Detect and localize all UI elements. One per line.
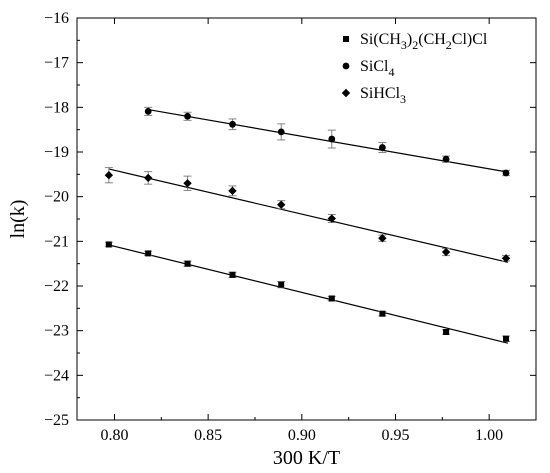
data-point-square — [379, 310, 386, 317]
x-tick-label: 0.95 — [381, 427, 409, 444]
data-point-diamond — [501, 254, 511, 263]
data-point-circle — [277, 128, 285, 136]
legend-marker-diamond — [341, 88, 351, 98]
data-point-square — [229, 271, 236, 278]
fit-lines — [108, 108, 509, 344]
y-tick-label: −17 — [44, 55, 69, 72]
data-point-circle — [502, 169, 510, 177]
data-point-circle — [184, 112, 191, 120]
data-point-square — [278, 281, 285, 288]
data-points — [104, 107, 511, 342]
y-axis-label: ln(k) — [7, 200, 29, 239]
data-point-diamond — [277, 200, 286, 209]
data-point-diamond — [327, 214, 336, 223]
y-tick-label: −20 — [44, 189, 69, 206]
data-point-circle — [442, 155, 450, 163]
data-point-square — [105, 241, 112, 248]
x-axis-label: 300 K/T — [273, 447, 340, 469]
legend-text-part: SiCl — [360, 58, 389, 75]
x-tick-label: 0.80 — [100, 427, 128, 444]
data-point-diamond — [228, 186, 237, 196]
legend-label: SiHCl3 — [360, 85, 406, 106]
fit-line-circle — [148, 108, 509, 173]
legend-text-part: SiHCl — [360, 85, 401, 102]
plot-frame — [76, 17, 537, 421]
data-point-circle — [378, 144, 386, 151]
legend-text-part: ) — [407, 31, 412, 48]
y-tick-label: −19 — [44, 144, 69, 161]
legend-label: Si(CH3)2(CH2Cl)Cl — [360, 31, 488, 52]
y-tick-label: −24 — [44, 367, 69, 384]
data-point-square — [503, 335, 510, 342]
y-tick-label: −18 — [44, 99, 69, 116]
data-point-square — [443, 329, 450, 336]
legend-text-part: (CH — [418, 31, 446, 48]
legend-subscript: 4 — [388, 65, 394, 79]
legend-subscript: 2 — [412, 38, 418, 52]
data-point-diamond — [378, 234, 387, 243]
data-point-diamond — [143, 173, 153, 183]
x-tick-label: 1.00 — [475, 427, 503, 444]
data-point-circle — [144, 107, 152, 115]
data-point-square — [328, 295, 335, 302]
y-tick-label: −23 — [44, 323, 69, 340]
data-point-diamond — [183, 179, 192, 188]
legend-text-part: Si(CH — [360, 31, 401, 48]
error-bars — [104, 106, 511, 342]
x-tick-label: 0.85 — [194, 427, 222, 444]
data-point-square — [145, 250, 152, 257]
legend-text-part: Cl)Cl — [452, 31, 488, 48]
fit-line-diamond — [108, 168, 509, 263]
legend-label: SiCl4 — [360, 58, 394, 79]
data-point-diamond — [104, 171, 114, 180]
data-point-circle — [229, 120, 236, 128]
legend-subscript: 3 — [401, 38, 407, 52]
legend-marker-square — [343, 36, 349, 42]
axes: 0.80 0.85 0.90 0.95 1.00 −16 −17 −18 −19 −20 −21 −2… — [44, 10, 537, 444]
y-tick-label: −16 — [44, 10, 69, 27]
data-point-diamond — [441, 247, 451, 257]
legend-subscript: 2 — [446, 38, 452, 52]
fit-line-square — [108, 244, 509, 344]
legend-marker-circle — [342, 62, 350, 70]
y-tick-label: −25 — [44, 412, 69, 429]
data-point-square — [184, 260, 191, 267]
legend-subscript: 3 — [400, 92, 406, 106]
y-tick-label: −22 — [44, 278, 69, 295]
y-tick-label: −21 — [44, 233, 69, 250]
data-point-circle — [328, 135, 336, 143]
x-tick-label: 0.90 — [288, 427, 316, 444]
